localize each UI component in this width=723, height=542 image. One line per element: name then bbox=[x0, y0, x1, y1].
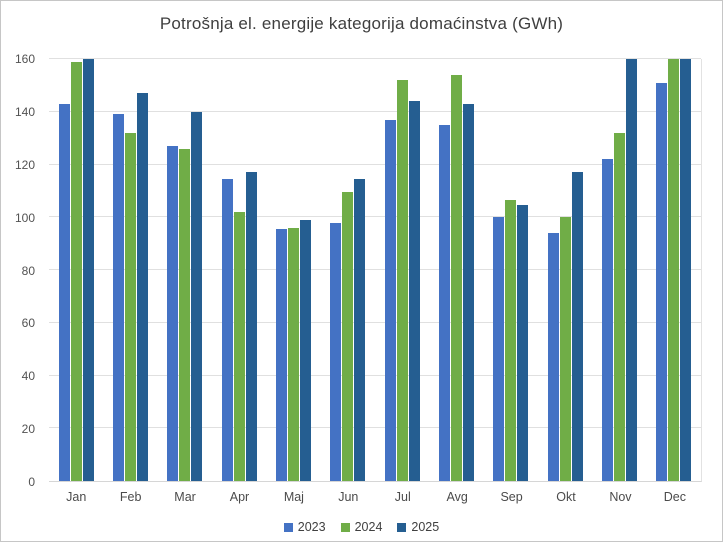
bar-group-maj bbox=[266, 59, 320, 481]
gridline-120 bbox=[49, 163, 701, 165]
y-tick-label-60: 60 bbox=[21, 316, 35, 331]
plot-area bbox=[49, 58, 702, 482]
bar-2024-okt bbox=[559, 217, 571, 481]
x-tick-label-maj: Maj bbox=[283, 490, 304, 504]
bar-2025-jun bbox=[354, 179, 366, 481]
y-tick-label-40: 40 bbox=[21, 369, 35, 384]
legend-label-2023: 2023 bbox=[297, 520, 326, 534]
gridline-100 bbox=[49, 216, 701, 218]
bar-group-jul bbox=[375, 59, 429, 481]
legend-label-2024: 2024 bbox=[354, 520, 383, 534]
gridline-60 bbox=[49, 321, 701, 323]
bar-2025-okt bbox=[571, 172, 583, 481]
x-tick-label-dec: Dec bbox=[663, 490, 686, 504]
bar-2025-apr bbox=[245, 172, 257, 481]
bar-2024-jul bbox=[396, 80, 408, 481]
bar-group-okt bbox=[538, 59, 592, 481]
bar-2023-jun bbox=[330, 222, 342, 481]
bar-2024-dec bbox=[668, 59, 680, 481]
bar-group-nov bbox=[592, 59, 646, 481]
gridline-20 bbox=[49, 427, 701, 429]
legend-swatch-2023 bbox=[283, 522, 293, 532]
bar-2024-feb bbox=[124, 132, 136, 481]
y-tick-label-100: 100 bbox=[14, 210, 35, 225]
bar-2023-dec bbox=[656, 82, 668, 481]
bar-2025-mar bbox=[191, 111, 203, 481]
y-axis: 0 20 40 60 80 100 120 140 160 bbox=[1, 52, 41, 489]
y-tick-label-140: 140 bbox=[14, 104, 35, 119]
legend-item-2025: 2025 bbox=[397, 520, 439, 534]
bar-group-avg bbox=[429, 59, 483, 481]
bar-2025-jul bbox=[408, 101, 420, 481]
bar-2023-jan bbox=[58, 103, 70, 481]
legend: 2023 2024 2025 bbox=[1, 518, 722, 536]
gridline-80 bbox=[49, 269, 701, 270]
x-tick-label-apr: Apr bbox=[229, 490, 250, 504]
bar-2023-jul bbox=[384, 119, 396, 481]
bar-2023-maj bbox=[275, 229, 287, 481]
x-tick-label-jan: Jan bbox=[66, 490, 87, 504]
bar-2023-avg bbox=[438, 124, 450, 481]
gridline-160 bbox=[49, 58, 701, 59]
bar-group-dec bbox=[647, 59, 701, 481]
bar-2023-mar bbox=[167, 146, 179, 481]
x-tick-label-jun: Jun bbox=[338, 490, 359, 504]
bar-2024-nov bbox=[613, 132, 625, 481]
bar-group-apr bbox=[212, 59, 266, 481]
bar-2025-avg bbox=[462, 103, 474, 481]
bar-group-sep bbox=[484, 59, 538, 481]
x-axis: Jan Feb Mar Apr Maj Jun Jul Avg Sep Okt Nov Dec bbox=[49, 490, 702, 504]
bar-2023-feb bbox=[112, 114, 124, 481]
y-tick-label-0: 0 bbox=[28, 475, 35, 489]
bar-2024-mar bbox=[179, 148, 191, 481]
bar-2024-sep bbox=[505, 200, 517, 481]
bar-group-jun bbox=[321, 59, 375, 481]
bar-group-feb bbox=[103, 59, 157, 481]
bar-2024-avg bbox=[450, 74, 462, 481]
legend-swatch-2024 bbox=[340, 522, 350, 532]
bar-group-mar bbox=[158, 59, 212, 481]
x-tick-label-jul: Jul bbox=[394, 490, 411, 504]
bar-2025-dec bbox=[680, 59, 692, 481]
legend-item-2024: 2024 bbox=[340, 520, 383, 534]
legend-swatch-2025 bbox=[397, 522, 407, 532]
x-tick-label-nov: Nov bbox=[609, 490, 632, 504]
x-tick-label-mar: Mar bbox=[174, 490, 196, 504]
bar-2025-maj bbox=[299, 219, 311, 481]
x-tick-label-okt: Okt bbox=[556, 490, 576, 504]
y-tick-label-80: 80 bbox=[21, 263, 35, 278]
bar-2024-jan bbox=[70, 61, 82, 481]
bar-2025-sep bbox=[517, 205, 529, 481]
bar-2025-feb bbox=[136, 93, 148, 481]
bar-2024-jun bbox=[342, 192, 354, 481]
bar-2025-jan bbox=[82, 59, 94, 481]
x-tick-label-feb: Feb bbox=[119, 490, 142, 504]
bar-2023-sep bbox=[493, 217, 505, 481]
legend-label-2025: 2025 bbox=[411, 520, 440, 534]
bar-2023-okt bbox=[547, 233, 559, 481]
bar-2024-apr bbox=[233, 211, 245, 481]
bar-2023-nov bbox=[601, 159, 613, 481]
chart-title: Potrošnja el. energije kategorija domaći… bbox=[159, 14, 564, 33]
bar-2025-nov bbox=[625, 59, 637, 481]
bar-2023-apr bbox=[221, 179, 233, 481]
y-tick-label-160: 160 bbox=[14, 52, 35, 66]
x-tick-label-avg: Avg bbox=[446, 490, 468, 504]
gridline-40 bbox=[49, 374, 701, 376]
legend-item-2023: 2023 bbox=[283, 520, 326, 534]
bar-group-jan bbox=[49, 59, 103, 481]
bar-2024-maj bbox=[287, 227, 299, 481]
bar-groups bbox=[49, 59, 701, 481]
y-tick-label-120: 120 bbox=[14, 157, 35, 172]
x-tick-label-sep: Sep bbox=[500, 490, 523, 504]
y-tick-label-20: 20 bbox=[21, 422, 35, 437]
gridline-140 bbox=[49, 110, 701, 112]
